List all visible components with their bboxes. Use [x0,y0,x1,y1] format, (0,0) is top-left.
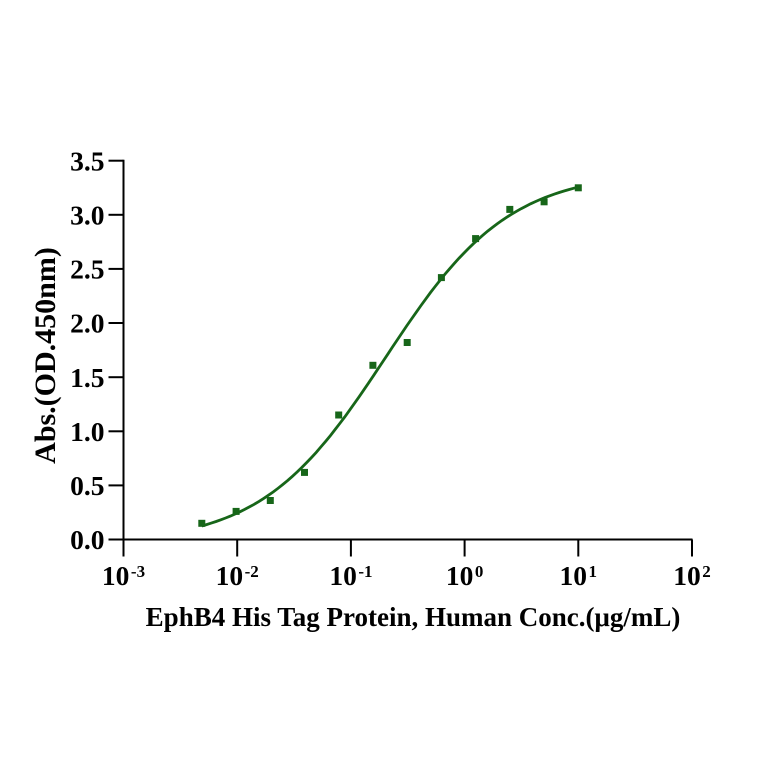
svg-text:1.5: 1.5 [70,362,104,393]
svg-text:Abs.(OD.450nm): Abs.(OD.450nm) [29,247,62,464]
svg-text:EphB4 His Tag Protein, Human C: EphB4 His Tag Protein, Human Conc.(μg/mL… [146,602,681,632]
svg-text:3.0: 3.0 [70,200,104,231]
svg-text:2.5: 2.5 [70,254,104,285]
svg-text:2.0: 2.0 [70,308,104,339]
svg-text:0.0: 0.0 [70,524,104,555]
svg-text:3.5: 3.5 [70,145,104,176]
svg-text:1.0: 1.0 [70,416,104,447]
svg-text:0.5: 0.5 [70,470,104,501]
